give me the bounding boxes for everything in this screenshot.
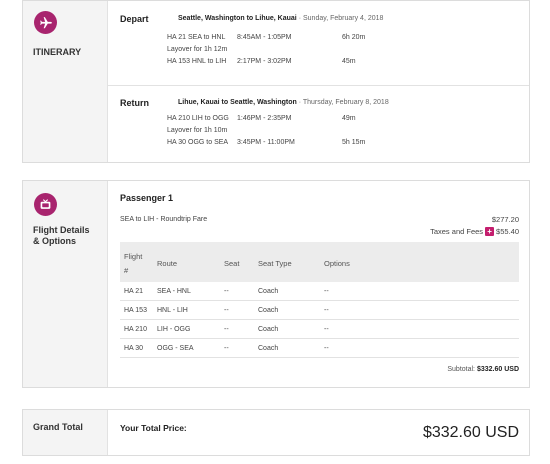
taxes-fees: Taxes and Fees + $55.40 xyxy=(430,227,519,236)
grand-total-panel: Grand Total Your Total Price: $332.60 US… xyxy=(22,409,530,456)
fare-label: SEA to LIH - Roundtrip Fare xyxy=(120,216,208,223)
cell-seat-type: Coach xyxy=(258,326,279,333)
flight-duration: 6h 20m xyxy=(342,34,366,41)
cell-flight: HA 30 xyxy=(124,345,144,352)
cell-route: HNL - LIH xyxy=(157,307,188,314)
col-seat: Seat xyxy=(224,259,240,268)
fare-price: $277.20 xyxy=(491,215,519,224)
airplane-icon xyxy=(34,11,57,34)
cell-options: -- xyxy=(324,345,329,352)
passenger-title: Passenger 1 xyxy=(120,193,174,203)
flight-code: HA 30 OGG to SEA xyxy=(167,139,229,146)
route-text: Lihue, Kauai to Seattle, Washington xyxy=(178,99,297,106)
taxes-value: $55.40 xyxy=(496,227,519,236)
cell-seat-type: Coach xyxy=(258,307,279,314)
cell-route: LIH - OGG xyxy=(157,326,191,333)
cell-options: -- xyxy=(324,307,329,314)
flight-duration: 45m xyxy=(342,58,356,65)
leg-route: Lihue, Kauai to Seattle, Washington · Th… xyxy=(178,99,389,106)
route-text: Seattle, Washington to Lihue, Kauai xyxy=(178,15,297,22)
col-flight: Flight xyxy=(124,252,143,261)
leg-date: Sunday, February 4, 2018 xyxy=(302,15,384,22)
subtotal: Subtotal: $332.60 USD xyxy=(447,366,519,373)
cell-seat-type: Coach xyxy=(258,288,279,295)
leg-route: Seattle, Washington to Lihue, Kauai · Su… xyxy=(178,15,384,22)
cell-route: SEA - HNL xyxy=(157,288,191,295)
depart-leg: Depart Seattle, Washington to Lihue, Kau… xyxy=(108,1,529,89)
details-sidebar: Flight Details & Options xyxy=(23,181,107,387)
subtotal-label: Subtotal: xyxy=(447,366,476,373)
grand-total-label: Grand Total xyxy=(33,422,83,432)
details-content: Passenger 1 SEA to LIH - Roundtrip Fare … xyxy=(107,181,529,387)
return-leg: Return Lihue, Kauai to Seattle, Washingt… xyxy=(108,85,529,164)
flight-time: 2:17PM - 3:02PM xyxy=(237,58,292,65)
flight-details-panel: Flight Details & Options Passenger 1 SEA… xyxy=(22,180,530,388)
flight-duration: 49m xyxy=(342,115,356,122)
cell-seat: -- xyxy=(224,307,229,314)
itinerary-panel: ITINERARY Depart Seattle, Washington to … xyxy=(22,0,530,163)
flight-time: 8:45AM - 1:05PM xyxy=(237,34,292,41)
flight-code: HA 153 HNL to LIH xyxy=(167,58,227,65)
cell-flight: HA 210 xyxy=(124,326,147,333)
leg-date: Thursday, February 8, 2018 xyxy=(302,99,389,106)
table-row: HA 21 SEA - HNL -- Coach -- xyxy=(120,283,519,301)
table-row: HA 210 LIH - OGG -- Coach -- xyxy=(120,321,519,339)
itinerary-sidebar: ITINERARY xyxy=(23,1,107,162)
table-row: HA 153 HNL - LIH -- Coach -- xyxy=(120,302,519,320)
col-seat-type: Seat Type xyxy=(258,259,292,268)
col-options: Options xyxy=(324,259,350,268)
cell-seat-type: Coach xyxy=(258,345,279,352)
col-flight-hash: # xyxy=(124,266,129,275)
leg-name: Return xyxy=(120,98,149,108)
itinerary-label: ITINERARY xyxy=(33,47,82,57)
itinerary-content: Depart Seattle, Washington to Lihue, Kau… xyxy=(107,1,529,162)
flight-time: 1:46PM - 2:35PM xyxy=(237,115,292,122)
cell-options: -- xyxy=(324,326,329,333)
total-price-value: $332.60 USD xyxy=(422,424,519,441)
cell-seat: -- xyxy=(224,288,229,295)
cell-flight: HA 153 xyxy=(124,307,147,314)
subtotal-value: $332.60 USD xyxy=(476,366,519,373)
col-route: Route xyxy=(157,259,178,268)
flight-code: HA 21 SEA to HNL xyxy=(167,34,226,41)
layover-text: Layover for 1h 12m xyxy=(167,46,228,53)
layover-text: Layover for 1h 10m xyxy=(167,127,228,134)
plus-icon[interactable]: + xyxy=(485,227,495,236)
leg-name: Depart xyxy=(120,14,149,24)
cell-route: OGG - SEA xyxy=(157,345,194,352)
leg-divider xyxy=(108,85,529,86)
table-row: HA 30 OGG - SEA -- Coach -- xyxy=(120,340,519,358)
flight-code: HA 210 LIH to OGG xyxy=(167,115,229,122)
details-label: Flight Details & Options xyxy=(33,225,90,246)
cell-seat: -- xyxy=(224,326,229,333)
flight-duration: 5h 15m xyxy=(342,139,366,146)
tv-icon xyxy=(34,193,57,216)
cell-flight: HA 21 xyxy=(124,288,144,295)
cell-seat: -- xyxy=(224,345,229,352)
taxes-label: Taxes and Fees xyxy=(430,227,484,236)
total-sidebar: Grand Total xyxy=(23,410,107,455)
table-header: Flight # Route Seat Seat Type Options xyxy=(120,242,519,282)
total-price-label: Your Total Price: xyxy=(120,423,187,433)
flight-time: 3:45PM - 11:00PM xyxy=(237,139,295,146)
cell-options: -- xyxy=(324,288,329,295)
total-content: Your Total Price: $332.60 USD xyxy=(107,410,529,455)
